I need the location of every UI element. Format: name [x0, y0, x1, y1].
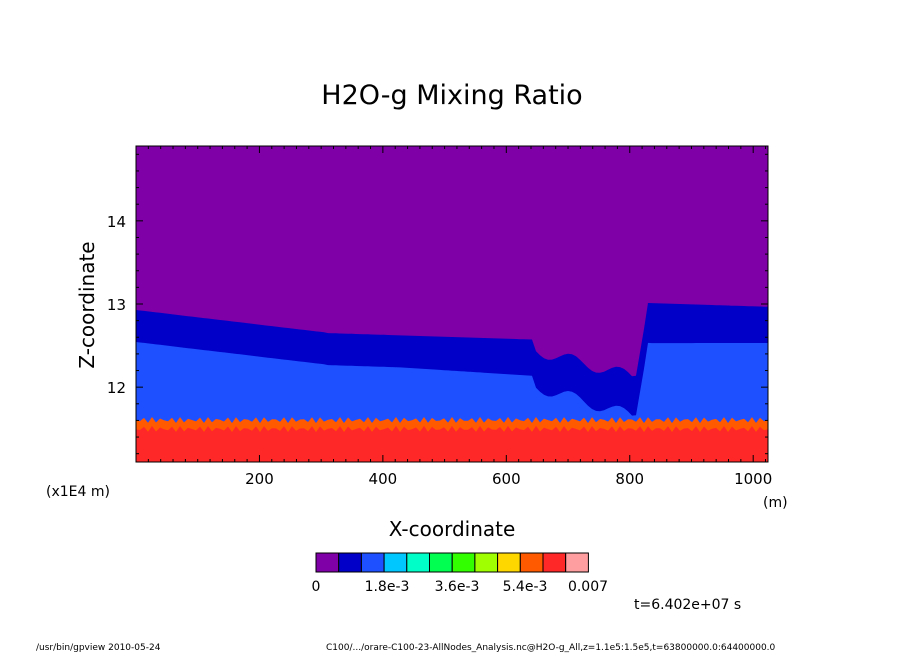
colorbar-swatch [406, 552, 430, 573]
colorbar-tick-label: 1.8e-3 [365, 579, 410, 595]
colorbar-tick-label: 0 [312, 579, 321, 595]
x-axis-unit: (m) [763, 495, 788, 511]
colorbar-swatch [519, 552, 544, 573]
chart-title: H2O-g Mixing Ratio [321, 80, 582, 111]
colorbar-swatch [565, 552, 589, 573]
plot-field [136, 146, 768, 462]
colorbar-swatch [360, 552, 385, 573]
colorbar-tick-labels: 0 1.8e-3 3.6e-3 5.4e-3 0.007 [312, 579, 609, 595]
colorbar-swatch [429, 552, 453, 573]
x-tick-label: 800 [615, 470, 644, 488]
y-axis-label: Z-coordinate [75, 241, 99, 368]
colorbar-tick-label: 3.6e-3 [435, 579, 480, 595]
time-annotation: t=6.402e+07 s [634, 597, 741, 613]
footer-left: /usr/bin/gpview 2010-05-24 [36, 643, 161, 653]
footer-right: C100/.../orare-C100-23-AllNodes_Analysis… [326, 643, 776, 653]
colorbar-swatch [383, 552, 408, 573]
y-tick-label: 14 [107, 213, 126, 231]
colorbar-swatch [474, 552, 499, 573]
colorbar-swatch [451, 552, 476, 573]
x-tick-label: 400 [369, 470, 398, 488]
x-tick-label: 1000 [734, 470, 772, 488]
x-axis-label: X-coordinate [389, 517, 516, 541]
colorbar-tick-label: 0.007 [568, 579, 608, 595]
y-tick-label: 13 [107, 296, 126, 314]
colorbar-swatch [497, 552, 521, 573]
colorbar-swatch [542, 552, 567, 573]
colorbar-tick-label: 5.4e-3 [503, 579, 548, 595]
x-axis: 200 400 600 800 1000 [147, 146, 772, 488]
contour-band-9 [136, 426, 768, 462]
colorbar-swatch [338, 552, 362, 573]
colorbar-swatch [315, 552, 340, 573]
x-tick-label: 600 [492, 470, 521, 488]
colorbar [315, 552, 589, 573]
y-axis: 12 13 14 [107, 153, 768, 455]
y-axis-unit: (x1E4 m) [46, 484, 110, 500]
y-tick-label: 12 [107, 379, 126, 397]
x-tick-label: 200 [245, 470, 274, 488]
